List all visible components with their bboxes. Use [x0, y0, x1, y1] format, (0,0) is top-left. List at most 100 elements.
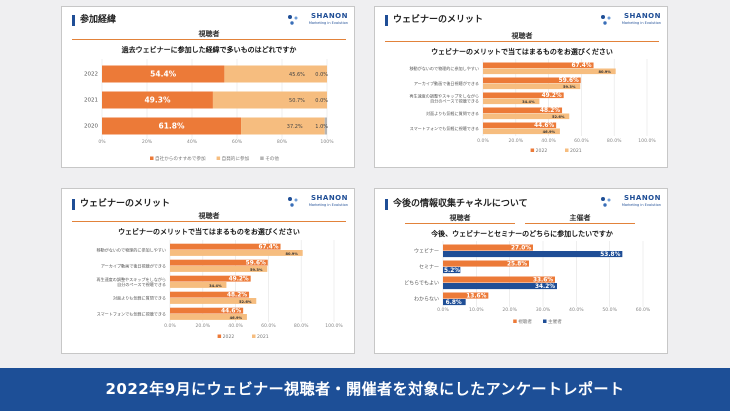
- data-label: 49.2%: [542, 93, 562, 99]
- x-tick-label: 50.0%: [602, 307, 617, 313]
- legend-swatch: [530, 148, 535, 152]
- legend-label: 2021: [570, 148, 582, 154]
- bar-segment: [102, 117, 242, 135]
- data-label: 46.9%: [230, 316, 243, 320]
- legend-swatch: [543, 319, 547, 323]
- logo-mark-icon: [288, 15, 298, 25]
- data-label: 45.6%: [289, 72, 305, 78]
- data-label: 48.2%: [227, 293, 247, 299]
- logo-subtext: Marketing in Evolution: [308, 21, 348, 25]
- panel-title: ウェビナーのメリット: [385, 15, 483, 26]
- bar: [483, 107, 563, 114]
- data-label: 59.6%: [246, 261, 266, 267]
- bar: [483, 113, 570, 120]
- legend-swatch: [513, 319, 517, 323]
- logo-text: SHANON: [624, 194, 661, 202]
- x-tick-label: 80.0%: [294, 323, 309, 329]
- panel-merit-top: ウェビナーのメリット SHANON Marketing in Evolution…: [374, 6, 668, 168]
- x-tick-label: 10.0%: [469, 307, 484, 313]
- data-label: 44.6%: [221, 309, 241, 315]
- data-label: 13.6%: [466, 294, 486, 300]
- logo-text: SHANON: [311, 194, 348, 202]
- viewer-divider: [405, 223, 515, 224]
- data-label: 50.7%: [289, 98, 305, 104]
- bar: [170, 291, 250, 298]
- data-label: 0.0%: [315, 72, 328, 78]
- bar: [483, 62, 594, 69]
- x-tick-label: 0.0%: [477, 138, 489, 144]
- bar: [483, 128, 560, 135]
- category-label: 2021: [84, 98, 98, 104]
- data-label: 44.6%: [534, 123, 554, 129]
- category-label: 2020: [84, 124, 98, 130]
- legend-swatch: [260, 156, 264, 160]
- bar: [170, 259, 268, 266]
- header-divider: [72, 221, 346, 222]
- logo-subtext: Marketing in Evolution: [308, 203, 348, 207]
- x-tick-label: 40.0%: [228, 323, 243, 329]
- category-label: セミナー: [419, 265, 439, 271]
- panel-title: ウェビナーのメリット: [72, 199, 170, 210]
- x-tick-label: 100%: [320, 139, 334, 145]
- legend-swatch: [217, 334, 222, 338]
- data-label: 67.4%: [258, 245, 278, 251]
- bar: [170, 307, 244, 314]
- data-label: 25.8%: [507, 262, 527, 268]
- question-text: ウェビナーのメリットで当てはまるものをお選びください: [431, 48, 613, 56]
- x-tick-label: 20.0%: [509, 138, 524, 144]
- x-tick-label: 40%: [187, 139, 198, 145]
- viewer-label: 視聴者: [198, 212, 220, 220]
- data-label: 34.2%: [535, 284, 555, 290]
- legend-label: 2022: [223, 334, 235, 340]
- bar-segment: [324, 117, 327, 135]
- legend-swatch: [216, 156, 221, 160]
- category-label: 自分のペースで視聴できる: [430, 98, 479, 104]
- host-label: 主催者: [569, 214, 591, 222]
- bar: [170, 314, 247, 320]
- panel-merit-bottom: ウェビナーのメリット SHANON Marketing in Evolution…: [61, 188, 355, 354]
- shanon-logo: SHANON Marketing in Evolution: [599, 12, 661, 30]
- category-label: 対面よりも気軽に質問できる: [113, 295, 166, 301]
- legend-swatch: [252, 334, 256, 338]
- shanon-logo: SHANON Marketing in Evolution: [286, 12, 348, 30]
- legend-swatch: [565, 148, 569, 152]
- data-label: 46.9%: [543, 130, 556, 134]
- logo-text: SHANON: [311, 12, 348, 20]
- channel-chart: 0.0% 10.0% 20.0% 30.0% 40.0% 50.0% 60.0% ウェビナー 2…: [404, 241, 651, 325]
- legend-label: 視聴者: [518, 318, 532, 325]
- data-label: 52.6%: [552, 115, 565, 119]
- data-label: 1.0%: [315, 124, 328, 130]
- panel-participation: 参加経緯 SHANON Marketing in Evolution 視聴者 過…: [61, 6, 355, 168]
- category-label: 対面よりも気軽に質問できる: [426, 110, 479, 116]
- bar-segment: [241, 117, 325, 135]
- logo-mark-icon: [288, 197, 298, 207]
- category-label: 自分のペースで視聴できる: [117, 281, 166, 287]
- x-tick-label: 30.0%: [536, 307, 551, 313]
- x-tick-label: 0%: [98, 139, 106, 145]
- bar: [443, 251, 623, 258]
- x-tick-label: 40.0%: [541, 138, 556, 144]
- data-label: 80.9%: [285, 252, 298, 256]
- bar: [483, 83, 581, 90]
- bar: [483, 122, 557, 129]
- legend-label: その他: [265, 155, 279, 162]
- x-tick-label: 20.0%: [502, 307, 517, 313]
- bar: [170, 298, 257, 304]
- legend-label: 自発的に参加: [222, 155, 250, 162]
- logo-mark-icon: [601, 15, 611, 25]
- bar-segment: [212, 91, 327, 109]
- shanon-logo: SHANON Marketing in Evolution: [599, 194, 661, 212]
- participation-chart: 0% 20% 40% 60% 80% 100% 2022 54.4% 45.6% 0.0% 2021…: [84, 59, 334, 162]
- legend-label: 2022: [536, 148, 548, 154]
- data-label: 80.9%: [598, 70, 611, 74]
- data-label: 48.2%: [540, 108, 560, 114]
- panel-channel: 今後の情報収集チャネルについて SHANON Marketing in Evol…: [374, 188, 668, 354]
- bar: [443, 299, 466, 306]
- data-label: 6.8%: [446, 300, 462, 306]
- x-tick-label: 100.0%: [325, 323, 343, 329]
- data-label: 67.4%: [571, 63, 591, 69]
- shanon-logo: SHANON Marketing in Evolution: [286, 194, 348, 212]
- panel-title: 今後の情報収集チャネルについて: [385, 199, 528, 210]
- data-label: 52.6%: [239, 300, 252, 304]
- bottom-banner: 2022年9月にウェビナー視聴者・開催者を対象にしたアンケートレポート: [0, 368, 730, 411]
